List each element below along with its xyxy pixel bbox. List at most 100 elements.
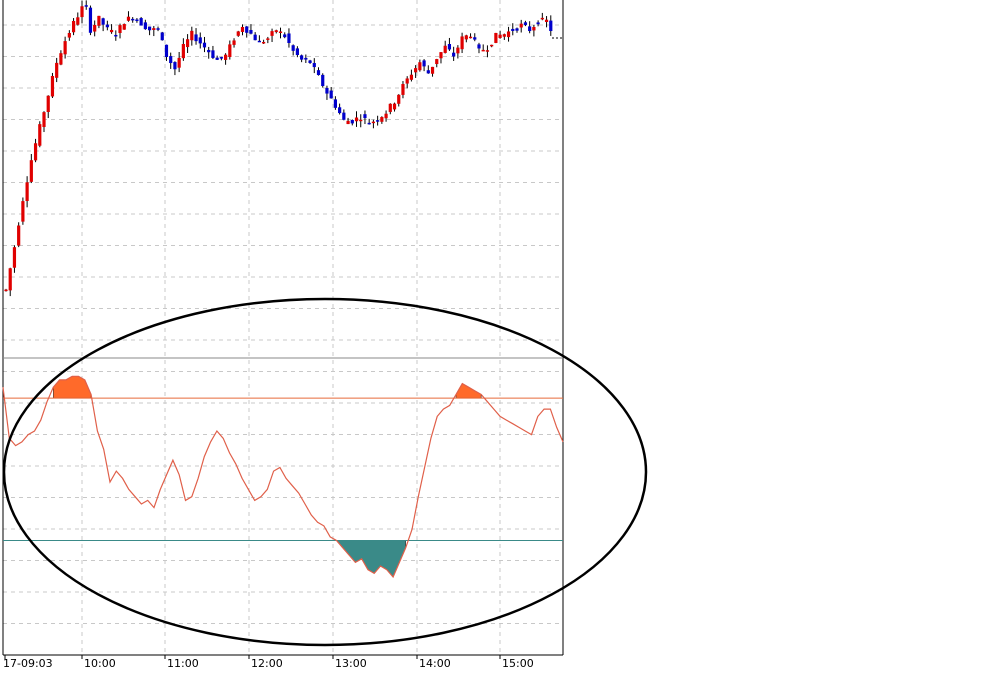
x-tick-label: 11:00 (167, 657, 199, 670)
candle-body (262, 41, 266, 44)
candle-body (156, 28, 160, 30)
candle-body (549, 20, 553, 32)
candle-body (76, 17, 80, 25)
candle-body (392, 103, 397, 110)
candle-body (464, 35, 468, 40)
candle-body (29, 160, 33, 182)
candle-body (333, 99, 337, 108)
candle-body (300, 55, 304, 60)
candle-body (240, 26, 245, 32)
candle-body (17, 225, 21, 246)
candle-body (97, 15, 101, 26)
candle-body (105, 24, 109, 28)
candle-body (354, 117, 359, 122)
candle-body (126, 16, 131, 21)
chart-grid (2, 0, 564, 656)
candle-body (55, 62, 59, 78)
candle-body (397, 94, 401, 104)
candle-body (177, 57, 181, 68)
candle-body (253, 34, 257, 41)
candle-body (236, 31, 240, 36)
candle-body (422, 60, 426, 67)
x-tick-label: 13:00 (335, 657, 367, 670)
candle-body (426, 70, 430, 74)
candle-body (325, 87, 329, 94)
x-tick-label: 10:00 (84, 657, 116, 670)
candle-body (93, 24, 97, 32)
candle-body (350, 120, 354, 124)
candle-body (181, 44, 185, 59)
candle-body (266, 38, 270, 40)
candle-body (528, 26, 532, 32)
candle-body (544, 19, 549, 23)
candle-body (338, 107, 342, 114)
candle-body (371, 121, 376, 124)
candle-body (71, 20, 76, 33)
candle-body (376, 120, 380, 122)
candle-body (283, 34, 287, 38)
candle-body (460, 36, 464, 50)
candle-body (287, 33, 291, 44)
candle-body (511, 28, 515, 31)
candle-body (359, 119, 363, 122)
candle-body (278, 31, 283, 33)
candle-body (502, 34, 506, 37)
candle-body (198, 37, 202, 44)
candle-body (8, 268, 12, 291)
candle-body (249, 29, 253, 34)
candle-body (88, 7, 93, 33)
candle-body (122, 24, 126, 30)
candle-body (405, 78, 409, 84)
candle-body (245, 26, 249, 33)
x-tick-label: 12:00 (251, 657, 283, 670)
candle-body (490, 44, 494, 47)
candle-body (316, 70, 321, 76)
candle-body (118, 25, 122, 33)
candle-body (430, 66, 435, 74)
candle-body (519, 23, 523, 28)
candle-body (202, 42, 207, 48)
candle-body (346, 120, 350, 125)
candle-body (257, 40, 261, 43)
overbought-fill (455, 383, 482, 399)
x-tick-label: 15:00 (502, 657, 534, 670)
candle-body (135, 19, 139, 22)
candle-body (143, 22, 147, 30)
candle-body (414, 68, 418, 73)
candle-body (232, 40, 236, 45)
candle-body (477, 44, 481, 49)
x-tick-label: 14:00 (419, 657, 451, 670)
candle-body (494, 32, 498, 43)
candle-body (114, 34, 118, 37)
candle-body (456, 47, 460, 54)
candle-body (342, 112, 346, 120)
highlight-ellipse (2, 297, 648, 647)
candle-body (481, 49, 485, 52)
candle-body (219, 57, 223, 59)
candle-body (536, 22, 540, 25)
candlestick-series (4, 0, 563, 297)
candle-body (21, 201, 25, 222)
candle-body (312, 63, 316, 68)
candle-body (447, 44, 452, 50)
candle-body (295, 48, 299, 56)
candle-body (139, 18, 143, 26)
candle-body (42, 112, 46, 128)
candle-body (80, 6, 84, 18)
candle-body (321, 74, 325, 87)
candle-body (363, 114, 367, 119)
overbought-fill (53, 375, 92, 399)
candle-body (329, 90, 333, 99)
candle-body (164, 44, 169, 57)
candle-body (12, 247, 17, 268)
candle-body (25, 182, 29, 201)
candle-body (160, 32, 164, 41)
candle-body (207, 49, 211, 53)
candle-body (304, 57, 308, 60)
candle-body (211, 50, 215, 58)
candle-body (367, 122, 371, 125)
candle-body (67, 33, 71, 38)
candle-body (274, 30, 278, 33)
candle-body (485, 50, 490, 52)
candle-body (532, 26, 536, 31)
